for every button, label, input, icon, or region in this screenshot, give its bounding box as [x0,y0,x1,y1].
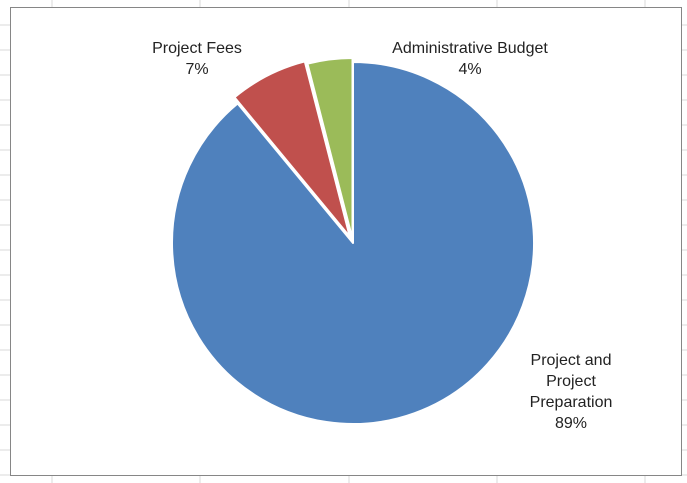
slice-category-label: Project Fees [152,40,242,57]
chart-area[interactable]: Project and Project Preparation 89% Project … [10,7,682,476]
slice-percent-label: 7% [185,61,208,78]
pie-slice[interactable] [171,61,535,425]
slice-category-label: Project [546,373,596,390]
slice-percent-label: 89% [555,415,587,432]
pie-labels: Project and Project Preparation 89%Project … [152,40,612,432]
slice-category-label: Project and [531,352,612,369]
pie-slice[interactable] [233,60,351,238]
slice-category-label: Administrative Budget [392,40,548,57]
pie-slice[interactable] [306,57,354,241]
pie-slices [171,57,535,425]
pie-chart: Project and Project Preparation 89%Project … [152,40,612,432]
slice-label: Administrative Budget 4% [392,40,548,78]
slice-label: Project and Project Preparation 89% [530,352,613,432]
slice-percent-label: 4% [458,61,481,78]
slice-category-label: Preparation [530,394,613,411]
slice-label: Project Fees 7% [152,40,242,78]
